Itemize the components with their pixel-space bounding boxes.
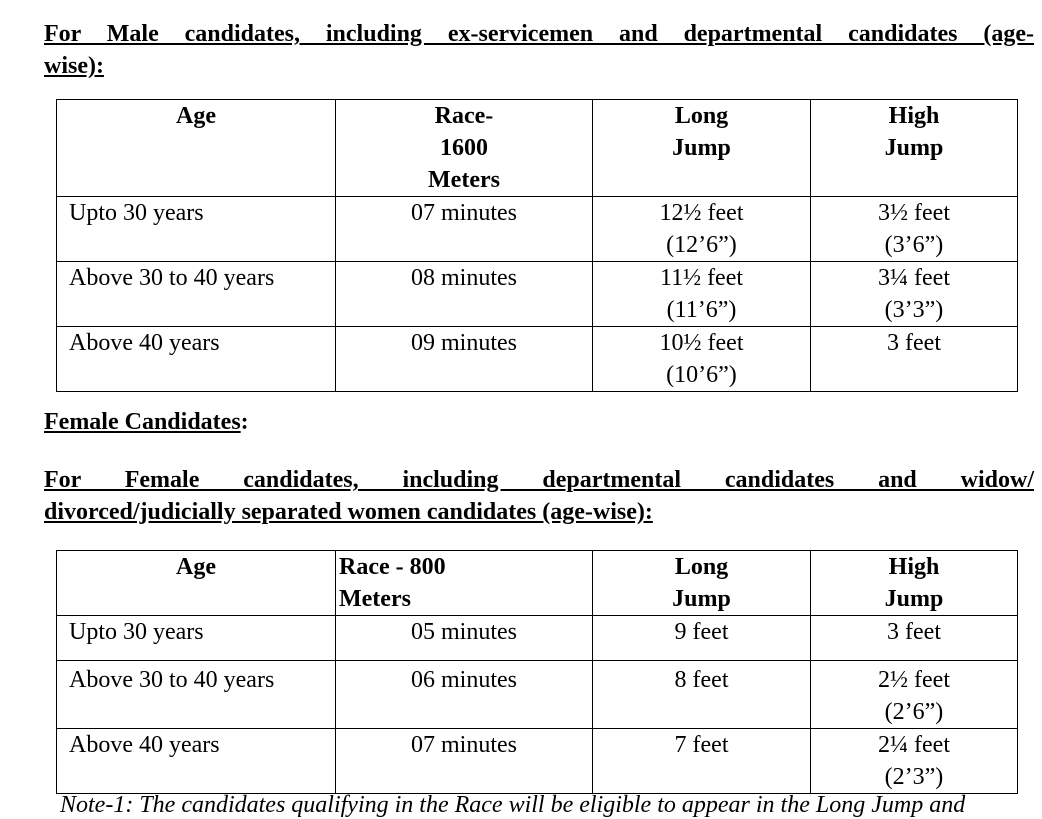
long-jump-cell: 10½ feet (10’6”) xyxy=(592,326,811,392)
long-jump-cell: 9 feet xyxy=(592,615,811,661)
age-cell: Above 30 to 40 years xyxy=(56,261,336,327)
col-race: Race - 800 Meters xyxy=(335,550,593,616)
age-cell: Above 40 years xyxy=(56,326,336,392)
note-text: Note-1: The candidates qualifying in the… xyxy=(60,792,966,818)
high-jump-cell: 3 feet xyxy=(810,326,1018,392)
table-row: Above 40 years 07 minutes 7 feet 2¼ feet (2’… xyxy=(56,728,1018,794)
female-heading-line1: For Female candidates, including departm… xyxy=(44,467,1034,493)
high-jump-cell: 3¼ feet (3’3”) xyxy=(810,261,1018,327)
race-cell: 08 minutes xyxy=(335,261,593,327)
high-jump-cell: 2¼ feet (2’3”) xyxy=(810,728,1018,794)
male-heading-line1: For Male candidates, including ex-servic… xyxy=(44,21,1034,47)
male-heading-line2: wise): xyxy=(44,53,104,79)
long-jump-cell: 8 feet xyxy=(592,660,811,729)
table-row: Above 40 years 09 minutes 10½ feet (10’6”) 3… xyxy=(56,326,1018,392)
race-cell: 09 minutes xyxy=(335,326,593,392)
col-race: Race-1600 Meters xyxy=(335,99,593,197)
age-cell: Above 30 to 40 years xyxy=(56,660,336,729)
female-heading: For Female candidates, including departm… xyxy=(44,464,1034,528)
male-heading: For Male candidates, including ex-servic… xyxy=(44,18,1034,82)
col-long-jump: Long Jump xyxy=(592,550,811,616)
race-cell: 07 minutes xyxy=(335,728,593,794)
male-standards-table: Age Race-1600 Meters Long Jump High Jump Up… xyxy=(56,99,1018,392)
col-high-jump: High Jump xyxy=(810,550,1018,616)
female-heading-line2: divorced/judicially separated women cand… xyxy=(44,499,653,525)
age-cell: Above 40 years xyxy=(56,728,336,794)
female-standards-table: Age Race - 800 Meters Long Jump High Jump U… xyxy=(56,550,1018,794)
high-jump-cell: 2½ feet (2’6”) xyxy=(810,660,1018,729)
col-high-jump: High Jump xyxy=(810,99,1018,197)
long-jump-cell: 7 feet xyxy=(592,728,811,794)
race-cell: 05 minutes xyxy=(335,615,593,661)
col-age: Age xyxy=(56,99,336,197)
long-jump-cell: 11½ feet (11’6”) xyxy=(592,261,811,327)
high-jump-cell: 3½ feet (3’6”) xyxy=(810,196,1018,262)
col-age: Age xyxy=(56,550,336,616)
race-cell: 06 minutes xyxy=(335,660,593,729)
table-row: Above 30 to 40 years 08 minutes 11½ feet (1… xyxy=(56,261,1018,327)
table-row: Upto 30 years 07 minutes 12½ feet (12’6”) 3½… xyxy=(56,196,1018,262)
female-section-title: Female Candidates: xyxy=(44,409,249,435)
high-jump-cell: 3 feet xyxy=(810,615,1018,661)
age-cell: Upto 30 years xyxy=(56,196,336,262)
col-long-jump: Long Jump xyxy=(592,99,811,197)
age-cell: Upto 30 years xyxy=(56,615,336,661)
table-row: Upto 30 years 05 minutes 9 feet 3 feet xyxy=(56,615,1018,661)
long-jump-cell: 12½ feet (12’6”) xyxy=(592,196,811,262)
race-cell: 07 minutes xyxy=(335,196,593,262)
table-row: Above 30 to 40 years 06 minutes 8 feet 2½ f… xyxy=(56,660,1018,729)
